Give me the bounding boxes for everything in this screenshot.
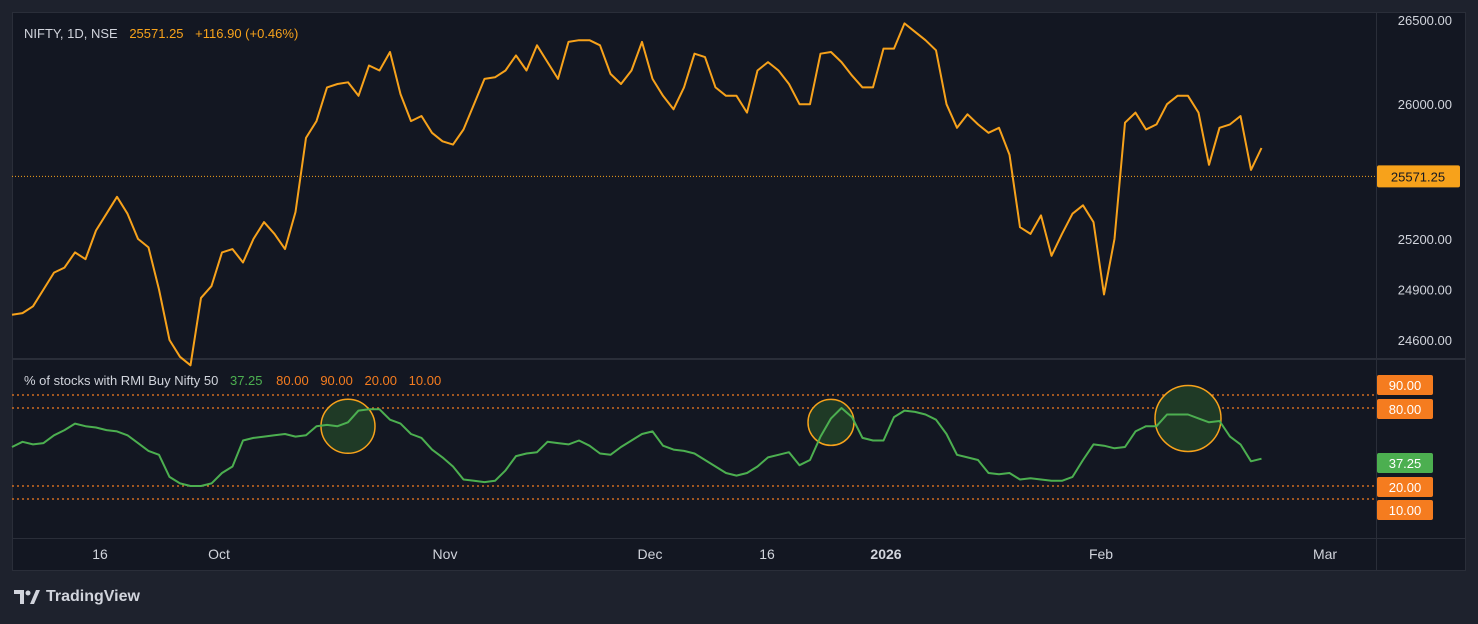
price-legend-last: 25571.25 [129,26,183,41]
indicator-highlight-circle [807,398,855,447]
price-axis-tick-label: 26000.00 [1398,97,1452,112]
indicator-axis-badge [1377,500,1433,520]
indicator-layer [11,384,1376,500]
indicator-axis-badge-label: 10.00 [1389,503,1422,518]
time-axis-label: Nov [433,546,458,562]
time-axis-label: 2026 [870,546,901,562]
indicator-axis-badge [1377,477,1433,497]
time-axis-label: 16 [92,546,108,562]
last-price-badge-label: 25571.25 [1391,169,1445,184]
time-axis-label: Mar [1313,546,1337,562]
corner-background [1377,539,1466,571]
brand-name: TradingView [46,588,140,605]
indicator-axis-badge-label: 37.25 [1389,456,1422,471]
indicator-axis-badge-label: 80.00 [1389,402,1422,417]
price-axis-tick-label: 25200.00 [1398,232,1452,247]
price-pane-background[interactable] [12,12,1376,358]
time-axis-background[interactable] [12,539,1376,571]
indicator-highlight-circle [1154,384,1222,453]
indicator-highlight-circle [320,398,376,455]
indicator-axis-badge-label: 20.00 [1389,480,1422,495]
indicator-legend-value: 37.25 [230,373,263,388]
tradingview-logo-icon [14,589,40,605]
indicator-axis-badge [1377,375,1433,395]
price-layer [11,22,1376,367]
indicator-legend-level-2: 90.00 [320,373,353,388]
time-axis-label: Feb [1089,546,1113,562]
indicator-legend: % of stocks with RMI Buy Nifty 50 37.25 … [24,373,441,388]
indicator-series-line [11,407,1262,487]
price-axis-tick-label: 26500.00 [1398,13,1452,28]
time-axis-label: Oct [208,546,230,562]
chart-frame [12,12,1466,571]
time-axis-label: 16 [759,546,775,562]
price-legend-change: +116.90 (+0.46%) [195,26,298,41]
indicator-legend-level-1: 80.00 [276,373,309,388]
price-legend-symbol: NIFTY, 1D, NSE [24,26,118,41]
axis-layer: 26500.00 26000.00 25200.00 24900.00 24600.00… [92,13,1460,562]
time-axis-label: Dec [638,546,663,562]
last-price-badge [1377,165,1460,188]
indicator-legend-title: % of stocks with RMI Buy Nifty 50 [24,373,218,388]
price-axis-tick-label: 24600.00 [1398,333,1452,348]
price-series-line [11,22,1263,367]
indicator-axis-badge-label: 90.00 [1389,378,1422,393]
price-axis-tick-label: 24900.00 [1398,282,1452,297]
indicator-legend-level-3: 20.00 [364,373,397,388]
indicator-axis-badge [1377,453,1433,473]
branding-footer[interactable]: TradingView [14,585,140,609]
price-legend: NIFTY, 1D, NSE 25571.25 +116.90 (+0.46%) [24,26,298,41]
indicator-legend-level-4: 10.00 [409,373,442,388]
indicator-axis-badge [1377,399,1433,419]
